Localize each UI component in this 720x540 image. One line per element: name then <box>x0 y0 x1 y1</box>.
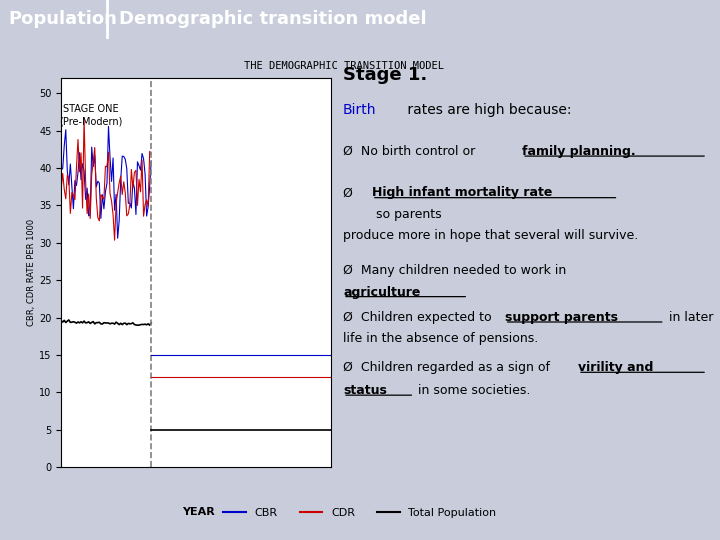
Text: Demographic transition model: Demographic transition model <box>119 10 426 29</box>
Text: THE DEMOGRAPHIC TRANSITION MODEL: THE DEMOGRAPHIC TRANSITION MODEL <box>244 62 444 71</box>
Text: Ø  Children expected to: Ø Children expected to <box>343 311 495 324</box>
Y-axis label: CBR, CDR RATE PER 1000: CBR, CDR RATE PER 1000 <box>27 219 36 326</box>
Text: Ø  Many children needed to work in: Ø Many children needed to work in <box>343 264 570 277</box>
Text: Ø  Children regarded as a sign of: Ø Children regarded as a sign of <box>343 361 554 374</box>
Text: virility and: virility and <box>578 361 653 374</box>
Text: Birth: Birth <box>343 103 377 117</box>
Text: Stage 1.: Stage 1. <box>343 66 427 84</box>
Text: YEAR: YEAR <box>181 507 215 517</box>
Text: rates are high because:: rates are high because: <box>402 103 571 117</box>
Legend: CBR, CDR, Total Population: CBR, CDR, Total Population <box>219 503 501 522</box>
Text: life in the absence of pensions.: life in the absence of pensions. <box>343 333 539 346</box>
Text: Ø: Ø <box>343 186 361 199</box>
Text: High infant mortality rate: High infant mortality rate <box>372 186 552 199</box>
Text: produce more in hope that several will survive.: produce more in hope that several will s… <box>343 230 638 242</box>
Text: in later: in later <box>665 311 713 324</box>
Text: agriculture: agriculture <box>343 286 420 299</box>
Text: family planning.: family planning. <box>522 145 636 158</box>
Text: support parents: support parents <box>505 311 618 324</box>
Text: in some societies.: in some societies. <box>414 384 531 397</box>
Text: STAGE ONE
(Pre-Modern): STAGE ONE (Pre-Modern) <box>59 104 122 126</box>
Text: Ø  No birth control or: Ø No birth control or <box>343 145 480 158</box>
Text: status: status <box>343 384 387 397</box>
Text: so parents: so parents <box>372 208 441 221</box>
Text: Population: Population <box>9 10 117 29</box>
